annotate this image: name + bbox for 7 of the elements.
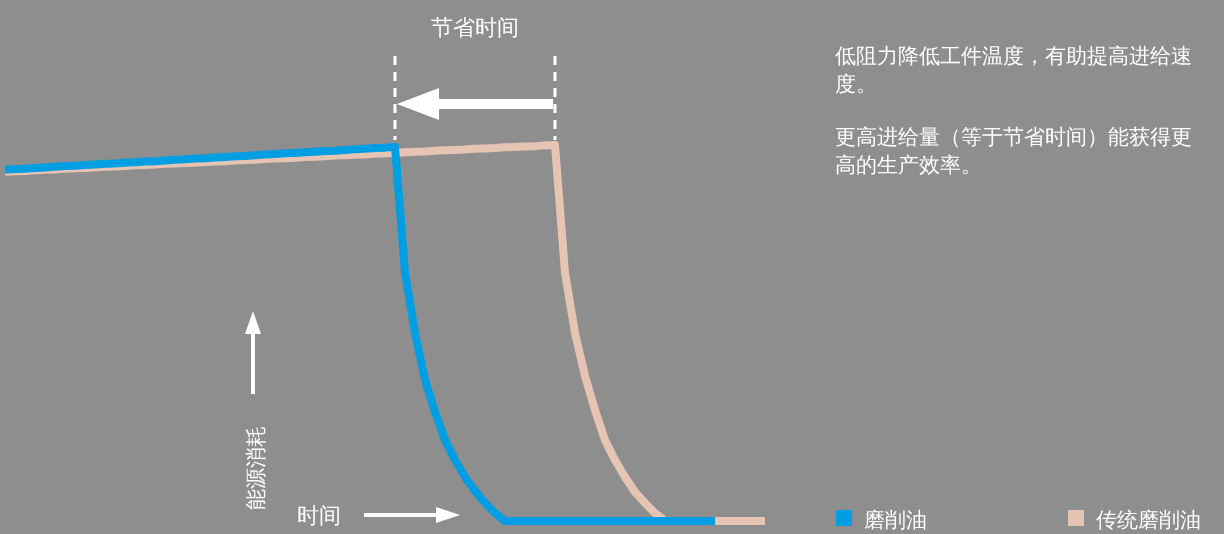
text: 低阻力降低工件温度，有助提高进给速度。 — [835, 43, 1193, 98]
legend-label: 传统磨削油 — [1096, 508, 1201, 532]
text: 更高进给量（等于节省时间）能获得更高的生产效率。 — [835, 124, 1193, 179]
x-axis-title: 时间 — [297, 503, 341, 528]
legend-label: 磨削油 — [864, 508, 927, 532]
y-axis-title: 能源消耗 — [244, 426, 268, 510]
text: 节省时间 — [431, 15, 519, 40]
